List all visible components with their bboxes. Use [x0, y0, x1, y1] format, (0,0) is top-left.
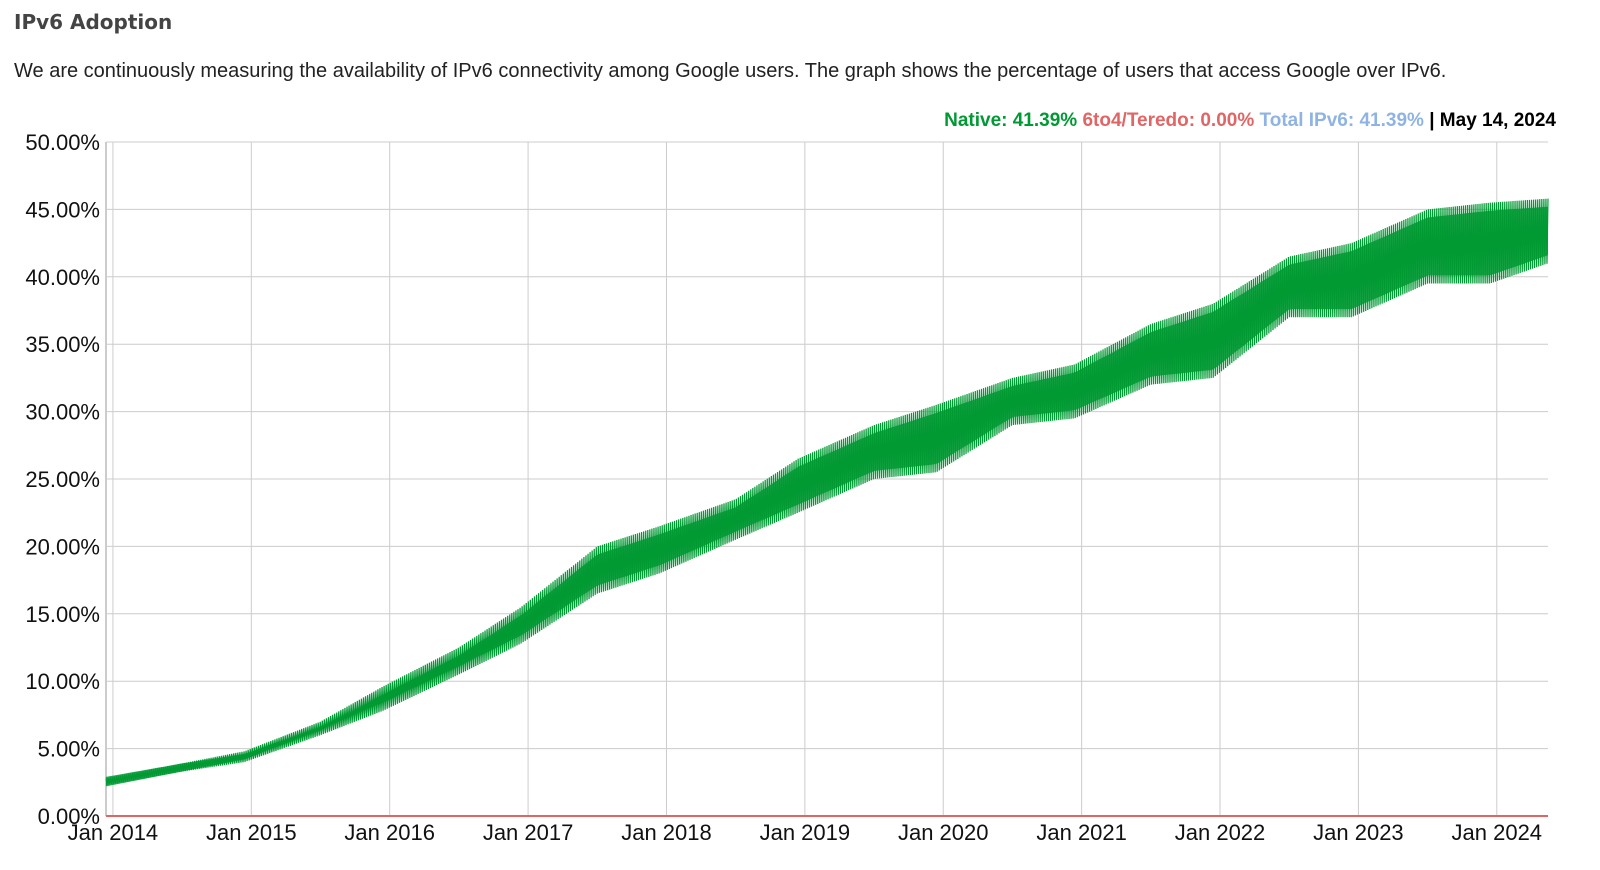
y-tick-label: 25.00%	[25, 467, 100, 492]
chart-legend: Native: 41.39% 6to4/Teredo: 0.00% Total …	[944, 110, 1556, 132]
series-native-area	[106, 206, 1548, 787]
legend-teredo: 6to4/Teredo: 0.00%	[1082, 110, 1255, 131]
page-title: IPv6 Adoption	[14, 10, 173, 34]
x-tick-label: Jan 2021	[1036, 820, 1127, 845]
y-tick-label: 20.00%	[25, 534, 100, 559]
x-tick-label: Jan 2020	[898, 820, 989, 845]
x-tick-label: Jan 2017	[483, 820, 574, 845]
legend-total-ipv6: Total IPv6: 41.39%	[1259, 110, 1424, 131]
legend-native: Native: 41.39%	[944, 110, 1078, 131]
x-tick-label: Jan 2019	[760, 820, 851, 845]
legend-date: May 14, 2024	[1439, 110, 1556, 131]
legend-separator: |	[1429, 110, 1435, 131]
y-tick-label: 35.00%	[25, 332, 100, 357]
y-tick-label: 10.00%	[25, 669, 100, 694]
y-tick-label: 50.00%	[25, 130, 100, 155]
y-tick-label: 0.00%	[38, 804, 100, 829]
y-tick-label: 40.00%	[25, 265, 100, 290]
page-description: We are continuously measuring the availa…	[14, 60, 1447, 82]
x-tick-label: Jan 2024	[1452, 820, 1543, 845]
y-tick-label: 30.00%	[25, 400, 100, 425]
y-tick-label: 15.00%	[25, 602, 100, 627]
y-tick-label: 45.00%	[25, 197, 100, 222]
x-tick-label: Jan 2014	[68, 820, 159, 845]
x-tick-label: Jan 2016	[344, 820, 435, 845]
x-tick-label: Jan 2023	[1313, 820, 1404, 845]
y-tick-label: 5.00%	[38, 737, 100, 762]
x-tick-label: Jan 2015	[206, 820, 297, 845]
x-tick-label: Jan 2018	[621, 820, 712, 845]
x-tick-label: Jan 2022	[1175, 820, 1266, 845]
